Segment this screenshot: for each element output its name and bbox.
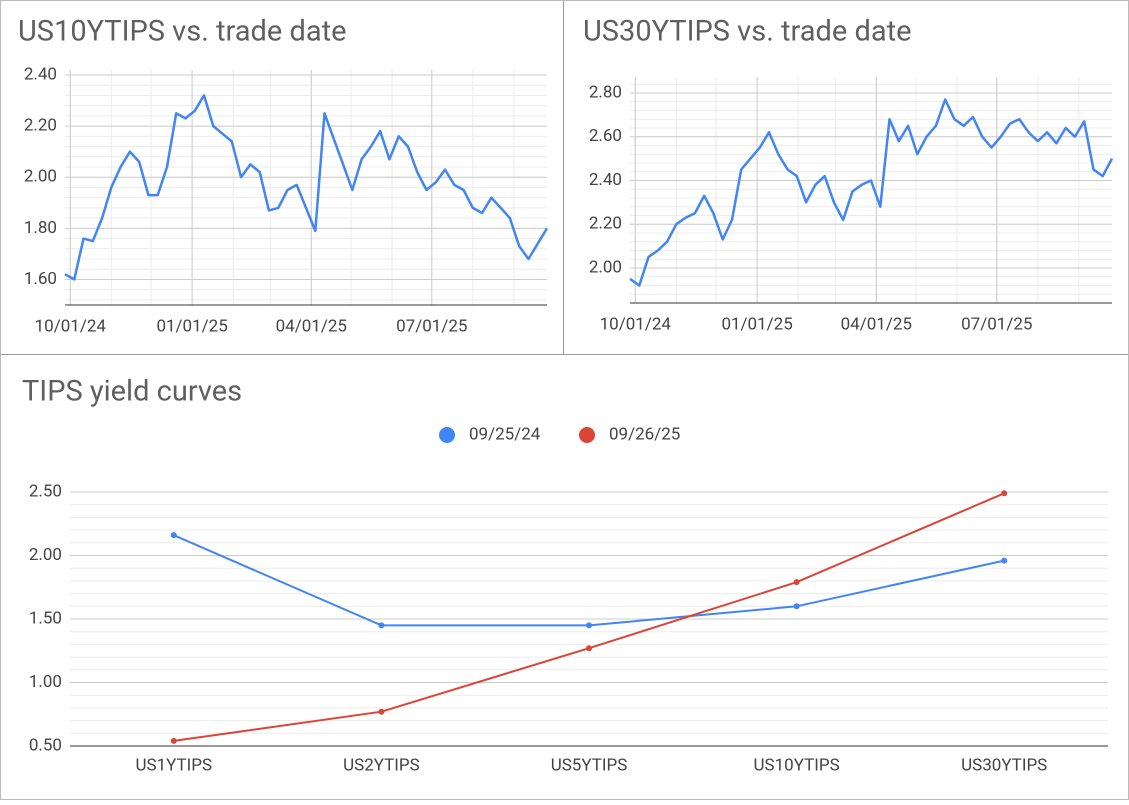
legend-swatch [439,427,455,443]
y-tick-label: 2.00 [589,257,622,277]
y-tick-label: 2.00 [24,167,57,187]
x-tick-label: US5YTIPS [551,755,628,775]
y-tick-label: 2.60 [589,126,622,146]
x-tick-label: 04/01/25 [841,314,912,334]
legend-swatch [579,427,595,443]
y-tick-label: 2.50 [29,481,62,501]
x-tick-label: US2YTIPS [343,755,420,775]
y-tick-label: 2.80 [589,82,622,102]
y-tick-label: 0.50 [29,735,62,755]
chart-title: US30YTIPS vs. trade date [583,15,911,49]
line [629,98,1114,287]
x-tick-label: 10/01/24 [35,316,107,336]
y-tick-label: 2.20 [589,214,622,234]
point [793,579,800,586]
y-tick-label: 2.40 [24,64,57,84]
point [170,737,177,744]
x-tick-label: 04/01/25 [276,316,347,336]
y-tick-label: 2.40 [589,170,622,190]
x-tick-label: 01/01/25 [721,314,792,334]
x-tick-label: 07/01/25 [961,314,1032,334]
point [793,603,800,610]
point [1001,490,1008,497]
legend-label: 09/25/24 [469,424,541,444]
point [586,622,592,629]
y-tick-label: 1.00 [29,672,62,692]
point [378,708,385,715]
x-tick-label: US10YTIPS [754,755,840,775]
x-tick-label: 10/01/24 [600,314,672,334]
line [64,94,549,281]
x-tick-label: US1YTIPS [135,755,212,775]
x-tick-label: 07/01/25 [396,316,467,336]
y-tick-label: 1.50 [29,608,62,628]
chart-title: TIPS yield curves [22,375,242,409]
legend-label: 09/26/25 [609,424,680,444]
y-tick-label: 2.20 [24,116,57,136]
x-tick-label: 01/01/25 [156,316,227,336]
point [378,622,385,629]
point [1001,557,1008,564]
y-tick-label: 1.60 [24,269,57,289]
chart-title: US10YTIPS vs. trade date [18,15,346,49]
x-tick-label: US30YTIPS [961,755,1047,775]
y-tick-label: 2.00 [29,545,62,565]
y-tick-label: 1.80 [24,218,57,238]
point [586,645,592,652]
point [170,532,177,539]
